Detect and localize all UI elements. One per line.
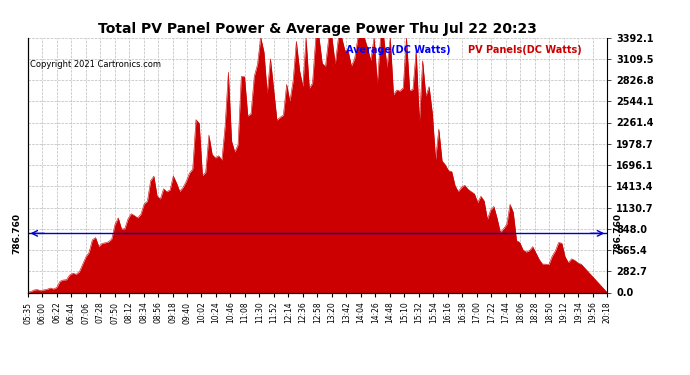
Text: PV Panels(DC Watts): PV Panels(DC Watts) — [468, 45, 582, 55]
Text: 786.760: 786.760 — [13, 213, 22, 254]
Text: 786.760: 786.760 — [613, 213, 622, 254]
Text: Copyright 2021 Cartronics.com: Copyright 2021 Cartronics.com — [30, 60, 161, 69]
Text: Average(DC Watts): Average(DC Watts) — [346, 45, 451, 55]
Title: Total PV Panel Power & Average Power Thu Jul 22 20:23: Total PV Panel Power & Average Power Thu… — [98, 22, 537, 36]
